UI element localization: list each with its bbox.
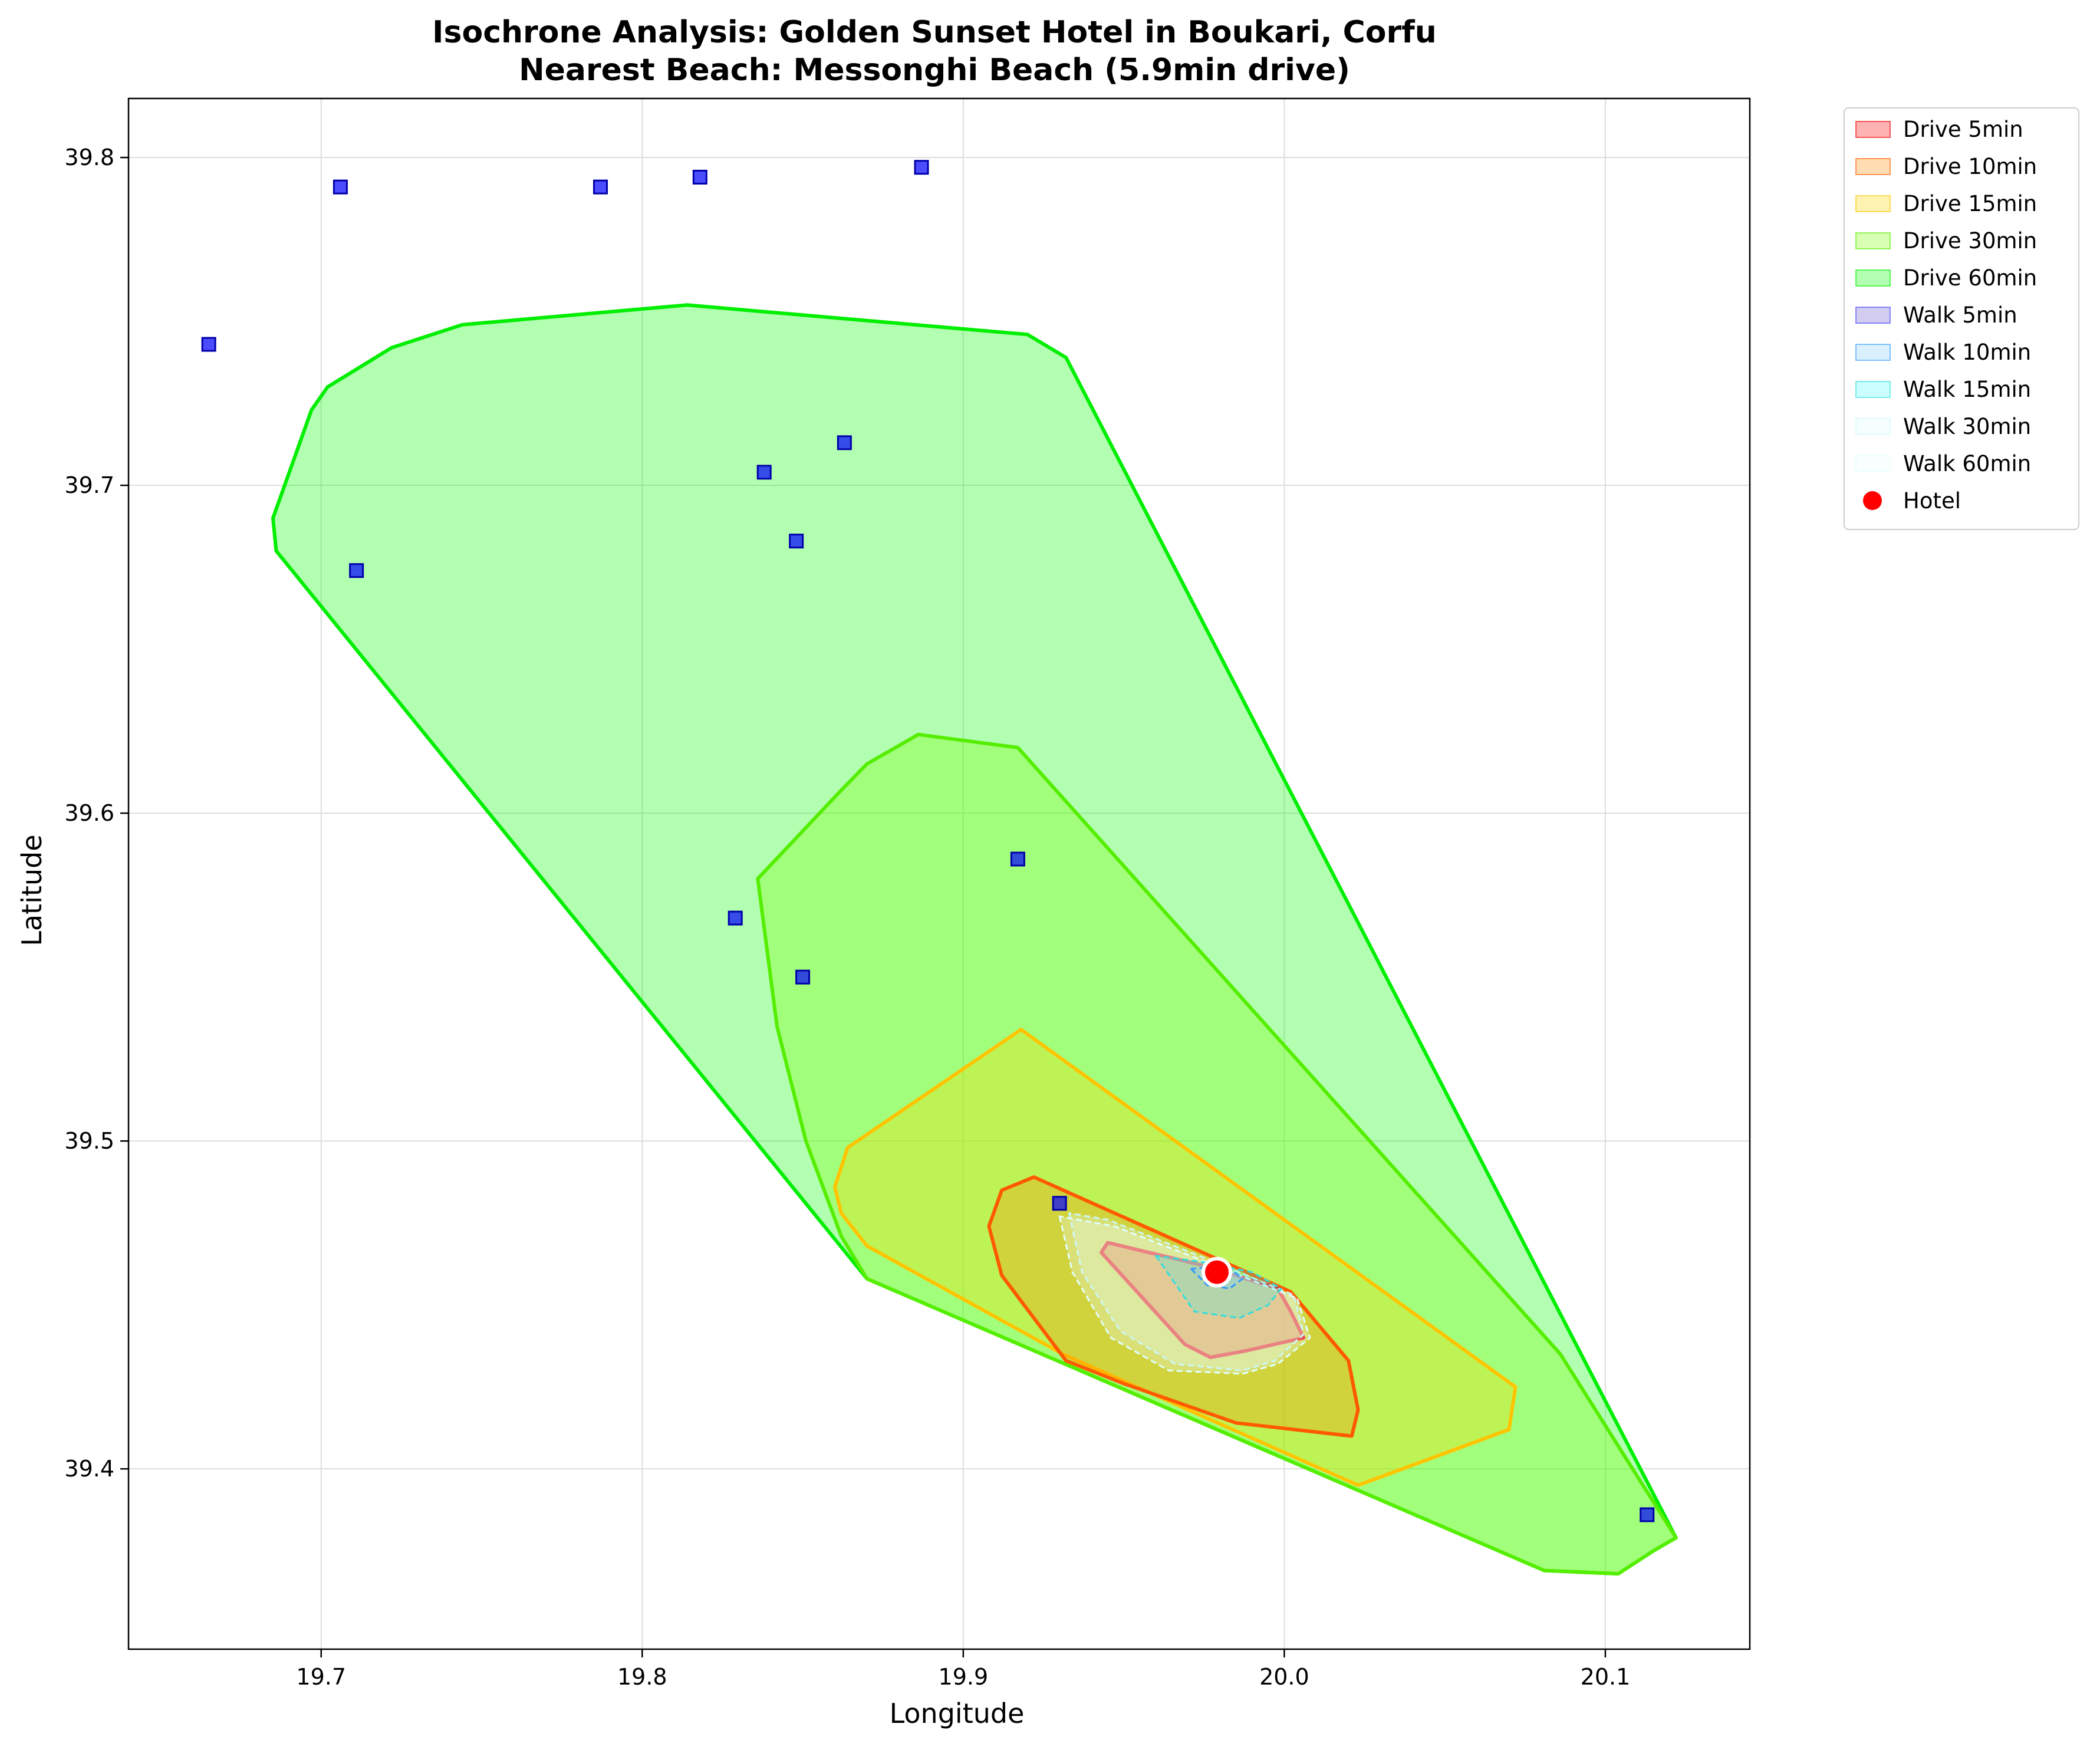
y-tick-label-3: 39.7	[64, 472, 114, 498]
legend-label-5: Walk 5min	[1903, 302, 2017, 328]
y-tick-label-4: 39.8	[64, 144, 114, 170]
isochrone-drive-5min	[1100, 1241, 1306, 1360]
hotel-marker-group	[1202, 1256, 1233, 1288]
legend-label-0: Drive 5min	[1903, 117, 2023, 142]
points-of-interest	[201, 160, 1655, 1522]
legend-swatch-7	[1855, 381, 1891, 398]
isochrone-walk-30min	[1068, 1212, 1305, 1371]
plot-frame	[127, 97, 1751, 1650]
poi-marker-5	[914, 160, 929, 175]
y-tick-label-0: 39.4	[64, 1456, 114, 1482]
chart-title-line-2: Nearest Beach: Messonghi Beach (5.9min d…	[519, 52, 1350, 88]
isochrone-drive-30min	[756, 732, 1678, 1576]
poi-marker-13	[1640, 1507, 1655, 1522]
axis-ticks: 19.7 19.8 19.9 20.0 20.1 39.4 39.5 39.6 39.7 39.8	[64, 144, 1630, 1690]
poi-marker-7	[789, 534, 804, 549]
poi-marker-12	[1052, 1196, 1067, 1211]
poi-marker-1	[333, 179, 348, 195]
poi-marker-0	[201, 337, 216, 352]
hotel-marker	[1202, 1256, 1233, 1288]
x-tick-label-1: 19.8	[617, 1664, 667, 1690]
x-tick-label-4: 20.1	[1581, 1664, 1631, 1690]
isochrone-walk-60min	[1058, 1215, 1311, 1375]
grid	[129, 98, 1750, 1649]
legend-label-9: Walk 60min	[1903, 451, 2031, 476]
isochrone-polygons	[271, 303, 1678, 1576]
legend: Drive 5min Drive 10min Drive 15min Drive 30…	[1844, 107, 2079, 530]
poi-marker-9	[1010, 851, 1025, 867]
legend-swatch-4	[1855, 269, 1891, 287]
legend-swatch-2	[1855, 195, 1891, 212]
poi-marker-4	[692, 169, 707, 185]
legend-swatch-6	[1855, 344, 1891, 361]
legend-box	[1844, 107, 2079, 530]
legend-label-1: Drive 10min	[1903, 154, 2037, 179]
x-tick-label-3: 20.0	[1259, 1664, 1309, 1690]
chart-title-line-1: Isochrone Analysis: Golden Sunset Hotel …	[432, 15, 1437, 50]
isochrone-drive-10min	[987, 1175, 1360, 1438]
poi-marker-2	[349, 563, 364, 578]
legend-label-7: Walk 15min	[1903, 377, 2031, 402]
legend-label-2: Drive 15min	[1903, 191, 2037, 216]
y-tick-label-1: 39.5	[64, 1128, 114, 1154]
poi-marker-8	[837, 435, 852, 450]
x-axis-label: Longitude	[890, 1698, 1025, 1729]
poi-marker-3	[593, 179, 608, 195]
legend-label-8: Walk 30min	[1903, 414, 2031, 439]
legend-label-10: Hotel	[1903, 488, 1961, 514]
legend-swatch-5	[1855, 307, 1891, 324]
x-tick-label-0: 19.7	[296, 1664, 346, 1690]
legend-swatch-hotel	[1863, 491, 1882, 510]
poi-marker-10	[728, 910, 743, 926]
poi-marker-6	[756, 465, 772, 480]
y-axis-label: Latitude	[16, 834, 48, 946]
legend-label-4: Drive 60min	[1903, 265, 2037, 291]
y-tick-label-2: 39.6	[64, 800, 114, 826]
legend-swatch-8	[1855, 418, 1891, 435]
legend-label-6: Walk 10min	[1903, 340, 2031, 365]
legend-swatch-1	[1855, 158, 1891, 175]
legend-label-3: Drive 30min	[1903, 228, 2037, 254]
legend-swatch-3	[1855, 232, 1891, 249]
x-tick-label-2: 19.9	[939, 1664, 989, 1690]
legend-swatch-9	[1855, 455, 1891, 472]
poi-marker-11	[795, 969, 811, 985]
legend-swatch-0	[1855, 121, 1891, 138]
